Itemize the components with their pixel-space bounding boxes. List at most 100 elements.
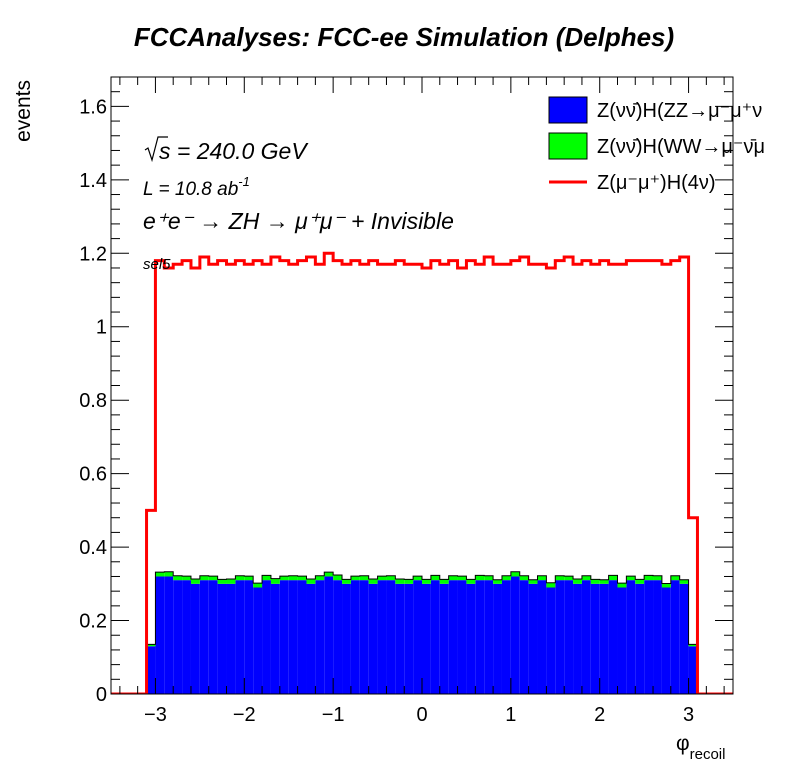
legend-swatch-1 [548,132,588,160]
bar-series1-bin30 [377,576,387,581]
bar-series0-bin14 [235,580,245,694]
bar-series1-bin13 [226,579,236,584]
legend-entry-1: Z(νν̄)H(WW→μ⁻ν̄μ [548,132,765,160]
bar-series0-bin48 [537,580,547,694]
y-tick-label: 0.6 [79,464,107,486]
bar-series1-bin44 [501,575,511,581]
bar-series1-bin4 [146,644,156,647]
bar-series1-bin19 [279,576,289,581]
x-tick-label: 1 [505,704,516,726]
sqrt-s-variable: s [159,138,171,164]
bar-series0-bin42 [484,580,494,694]
x-tick-label: −2 [233,704,256,726]
bar-series0-bin57 [617,587,627,694]
bar-series0-bin56 [608,580,618,694]
bar-series0-bin16 [253,587,263,694]
bar-series1-bin38 [448,575,458,581]
bar-series0-bin18 [270,583,280,694]
bar-series0-bin32 [395,583,405,694]
bar-series1-bin51 [564,576,574,581]
bar-series1-bin6 [164,571,174,577]
bar-series0-bin19 [279,580,289,694]
bar-series0-bin10 [199,580,209,694]
bar-series0-bin51 [564,580,574,694]
bar-series1-bin47 [528,579,538,584]
bar-series0-bin64 [679,583,689,694]
bar-series1-bin29 [368,579,378,584]
bar-series1-bin24 [324,572,334,577]
bar-series1-bin18 [270,578,280,584]
bar-series1-bin35 [422,579,431,584]
axis-ticks [111,76,733,695]
bar-series1-bin37 [439,579,449,584]
x-tick-label: 3 [683,704,694,726]
y-axis-label: events [12,80,35,142]
bar-series1-bin27 [350,576,360,581]
bar-series0-bin44 [501,580,511,694]
sqrt-symbol [144,136,168,163]
bar-series0-bin4 [146,646,156,694]
bar-series0-bin55 [599,583,609,694]
bar-series0-bin26 [342,583,351,694]
bar-series0-bin53 [581,580,591,694]
process-annotation: e⁺e⁻ → ZH → μ⁺μ⁻ + Invisible [143,208,454,234]
bar-series0-bin45 [510,576,520,694]
legend: Z(νν̄)H(ZZ→μ⁻μ⁺ν Z(νν̄)H(WW→μ⁻ν̄μ Z(μ⁻μ⁺)H… [548,96,765,194]
bar-series1-bin40 [466,579,476,584]
bar-series1-bin33 [404,579,414,584]
bar-series1-bin65 [688,644,698,647]
x-axis-label-main: φ [676,732,690,755]
bar-series1-bin58 [626,576,636,581]
y-tick-label: 0.4 [79,537,107,559]
bar-series1-bin50 [555,575,565,581]
bar-series0-bin12 [217,583,227,694]
sqrt-s-text: s = 240.0 GeV [159,138,309,164]
bar-series1-bin5 [155,572,165,577]
stacked-bars-layer [111,571,733,694]
bar-series1-bin56 [608,575,618,581]
x-axis-label-subscript: recoil [690,746,726,763]
bar-series0-bin49 [546,587,556,694]
bar-series1-bin22 [306,579,316,584]
bar-series1-bin36 [430,575,440,581]
x-tick-label: −3 [144,704,167,726]
bar-series1-bin61 [653,575,662,581]
bar-series1-bin31 [386,575,396,581]
bar-series0-bin30 [377,580,387,694]
physics-annotations: s = 240.0 GeV L = 10.8 ab-1 e⁺e⁻ → ZH → … [143,136,454,273]
bar-series1-bin63 [670,575,680,581]
bar-series0-bin40 [466,583,476,694]
y-tick-label: 0 [96,684,107,706]
bar-series1-bin62 [661,583,671,588]
bar-series1-bin17 [262,575,271,581]
bar-series0-bin38 [448,580,458,694]
luminosity-exponent: -1 [238,174,250,189]
y-tick-label: 0.2 [79,611,107,633]
bar-series1-bin23 [315,575,325,581]
bar-series0-bin39 [457,580,467,694]
bar-series1-bin14 [235,575,245,581]
bar-series0-bin29 [368,583,378,694]
bar-series0-bin47 [528,583,538,694]
y-tick-label: 1.4 [79,170,107,192]
bar-series1-bin7 [173,575,183,581]
bar-series0-bin25 [333,580,343,694]
bar-series1-bin41 [475,575,485,581]
bar-series1-bin55 [599,579,609,584]
sqrt-s-value: = 240.0 GeV [171,138,310,164]
axis-tick-labels: −3 −2 −1 0 1 2 3 0 0.2 0.4 0.6 0.8 1 1.2 1.4 1.6 [79,96,694,726]
bar-series0-bin15 [244,580,254,694]
bar-series1-bin42 [484,575,494,581]
sqrt-s-annotation: s = 240.0 GeV [144,136,309,164]
bar-series1-bin26 [342,579,351,584]
bar-series1-bin10 [199,575,209,581]
bar-series1-bin28 [359,575,369,581]
bar-series0-bin17 [262,580,271,694]
bar-series0-bin41 [475,580,485,694]
bar-series0-bin21 [297,580,307,694]
bar-series0-bin27 [350,580,360,694]
bar-series0-bin34 [413,580,422,694]
bar-series1-bin57 [617,583,627,588]
bar-series1-bin45 [510,571,520,577]
